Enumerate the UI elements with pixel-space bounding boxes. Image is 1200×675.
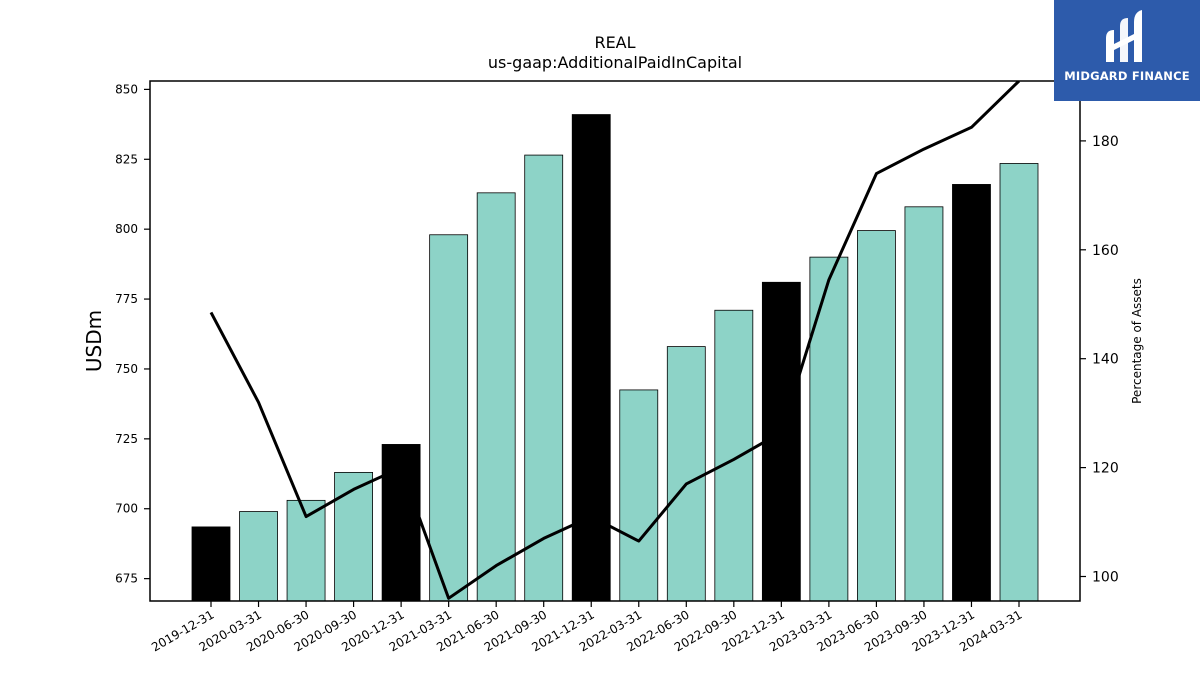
bar-2022-09-30 bbox=[714, 309, 754, 602]
bar-2024-03-31 bbox=[999, 163, 1039, 602]
chart-subtitle: us-gaap:AdditionalPaidInCapital bbox=[488, 53, 742, 72]
y2-tick-label: 100 bbox=[1092, 569, 1119, 585]
y2-tick-label: 120 bbox=[1092, 461, 1119, 477]
y-tick-label: 850 bbox=[115, 82, 138, 96]
y-tick-label: 725 bbox=[115, 432, 138, 446]
bar-2022-03-31 bbox=[619, 389, 659, 602]
y-tick-label: 675 bbox=[115, 572, 138, 586]
bar-2023-09-30 bbox=[904, 206, 944, 602]
y-tick-label: 800 bbox=[115, 222, 138, 236]
bar-2023-03-31 bbox=[809, 256, 849, 602]
percentage-of-assets-line bbox=[209, 81, 1021, 600]
y2-tick-label: 180 bbox=[1092, 134, 1119, 150]
bar-2023-12-31 bbox=[952, 184, 991, 602]
line-series bbox=[209, 81, 1021, 600]
bar-2019-12-31 bbox=[191, 526, 231, 602]
bar-2023-06-30 bbox=[857, 230, 896, 602]
bar-series bbox=[191, 114, 1039, 602]
plot-frame bbox=[149, 80, 1081, 602]
chart-title: REAL bbox=[594, 33, 635, 52]
y-axis-label: USDm bbox=[82, 310, 106, 372]
y-axis-right: 100 120 140 160 180 bbox=[1080, 134, 1119, 585]
logo-text: MIDGARD FINANCE bbox=[1064, 69, 1190, 83]
bar-2022-06-30 bbox=[666, 346, 706, 602]
x-axis: 2019-12-312020-03-312020-06-302020-09-30… bbox=[149, 601, 1025, 654]
bar-2022-12-31 bbox=[761, 281, 801, 602]
y-tick-label: 825 bbox=[115, 152, 138, 166]
y-tick-label: 700 bbox=[115, 502, 138, 516]
logo-mark-icon bbox=[1106, 10, 1142, 62]
bar-2020-09-30 bbox=[334, 471, 373, 602]
y-axis-left: 675 700 725 750 775 800 825 850 bbox=[115, 82, 150, 586]
bar-2021-12-31 bbox=[571, 114, 611, 602]
bar-2021-03-31 bbox=[429, 234, 469, 602]
y2-axis-label: Percentage of Assets bbox=[1130, 278, 1144, 404]
midgard-finance-logo: MIDGARD FINANCE bbox=[1054, 0, 1200, 101]
y-tick-label: 750 bbox=[115, 362, 138, 376]
bar-2020-03-31 bbox=[239, 511, 278, 602]
bar-2021-06-30 bbox=[476, 192, 516, 602]
y-tick-label: 775 bbox=[115, 292, 138, 306]
y2-tick-label: 140 bbox=[1092, 352, 1119, 368]
y2-tick-label: 160 bbox=[1092, 243, 1119, 259]
bar-2021-09-30 bbox=[524, 154, 564, 602]
